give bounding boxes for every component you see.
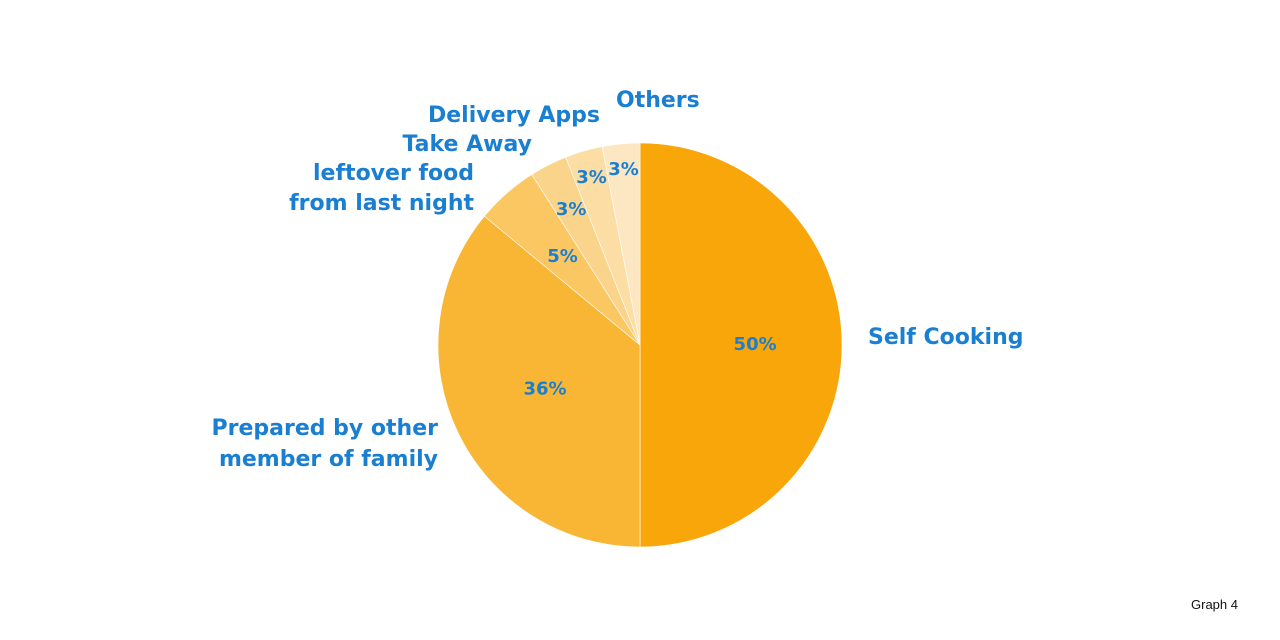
category-label-prepared-by-other-member-of-family: Prepared by other member of family [212,416,439,472]
category-labels: Self Cooking Prepared by other member of f… [212,88,1024,472]
pie-slice-others [601,142,641,346]
pie-slice-prepared-by-other-member-of-family [437,215,641,548]
percent-labels: 50%36%5%3%3% 3% [523,159,776,400]
pie-slice-self-cooking [639,142,843,548]
percent-label-take-away: 3% [556,199,587,220]
graph-caption: Graph 4 [1191,597,1238,612]
category-label-delivery-apps: Delivery Apps [428,103,600,128]
percent-label-delivery-apps: 3% [576,167,607,188]
category-label-self-cooking: Self Cooking [868,325,1024,350]
percent-label-leftover-food-from-last-night: 5% [547,246,578,267]
percent-label-prepared-by-other-member-of-family: 36% [523,379,566,400]
category-label-take-away: Take Away [403,132,533,157]
category-label-leftover-food-from-last-night: leftover food from last night [289,161,474,216]
category-label-others: Others [616,88,700,113]
percent-label-self-cooking: 50% [734,334,777,355]
percent-label-others: 3% [608,159,639,180]
pie-slices [437,142,843,548]
